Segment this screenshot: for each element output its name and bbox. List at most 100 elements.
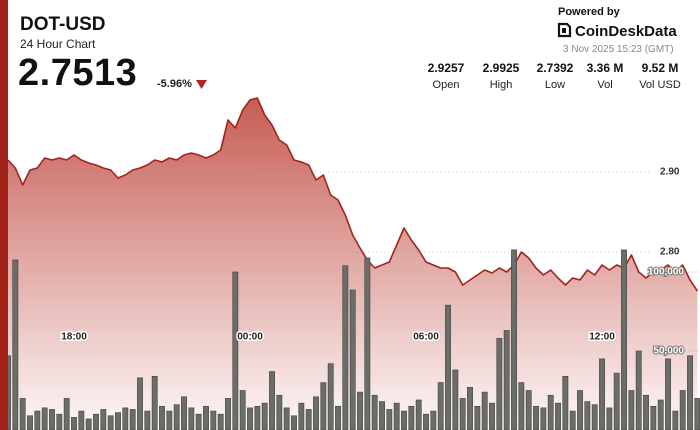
x-tick-label: 00:00 (237, 332, 263, 343)
volume-bar (71, 417, 77, 430)
y-tick-label: 2.80 (660, 247, 680, 258)
volume-bar (313, 396, 319, 430)
volume-bar (49, 409, 55, 430)
volume-bar (393, 402, 400, 430)
volume-bar (320, 382, 327, 430)
volume-bar (621, 249, 627, 430)
x-tick-label: 06:00 (413, 332, 439, 343)
stat-value: 3.36 M (586, 61, 624, 75)
volume-bar (496, 338, 503, 430)
brand-logo (557, 22, 572, 38)
price-change: -5.96% (157, 78, 192, 90)
volume-bar (423, 413, 429, 430)
y2-tick-label: 100,000 (648, 267, 685, 278)
current-price: 2.7513 (18, 52, 138, 94)
volume-bar (606, 407, 613, 430)
volume-bar (445, 304, 451, 430)
accent-strip (0, 0, 8, 430)
volume-bar (547, 394, 554, 430)
y2-tick-label: 50,000 (653, 346, 684, 357)
volume-bar (100, 409, 107, 430)
volume-bar (408, 405, 415, 430)
volume-bar (305, 409, 312, 430)
volume-bar (518, 382, 525, 430)
volume-bar (415, 399, 422, 430)
stat-label: Vol (597, 79, 613, 91)
volume-bar (93, 413, 99, 430)
stat-value: 9.52 M (641, 61, 679, 75)
volume-bar (63, 398, 70, 430)
volume-bar (41, 407, 48, 430)
powered-by: Powered by (558, 6, 620, 18)
volume-bar (430, 410, 437, 430)
volume-bar (357, 391, 363, 430)
stat-label: Open (432, 79, 460, 91)
volume-bar (144, 410, 151, 430)
stat-value: 2.9925 (482, 61, 520, 75)
volume-bar (584, 401, 591, 430)
volume-bar (85, 418, 92, 430)
volume-bar (599, 358, 605, 430)
down-arrow (196, 80, 207, 89)
volume-bar (276, 394, 283, 430)
volume-bar (679, 390, 686, 430)
volume-bar (657, 399, 664, 430)
y-tick-label: 2.90 (660, 167, 680, 178)
timestamp: 3 Nov 2025 15:23 (GMT) (563, 44, 674, 55)
volume-bar (291, 415, 297, 430)
volume-bar (371, 394, 378, 430)
volume-bar (122, 407, 129, 430)
volume-bar (525, 390, 532, 430)
volume-bar (474, 405, 481, 430)
volume-bar (687, 355, 693, 430)
stat: 2.7392 Low (525, 61, 585, 91)
volume-bar (107, 415, 114, 430)
volume-bar (19, 398, 26, 430)
volume-bar (569, 410, 576, 430)
volume-bar (166, 410, 173, 430)
stat-label: High (489, 79, 513, 91)
stat-label: Low (544, 79, 566, 91)
volume-bar (298, 402, 305, 430)
volume-bar (261, 402, 268, 430)
volume-bar (203, 405, 209, 430)
volume-bar (195, 413, 202, 430)
volume-bar (467, 387, 473, 430)
volume-bar (635, 350, 642, 430)
volume-bar (181, 396, 187, 430)
stat-value: 2.9257 (427, 61, 465, 75)
volume-bar (650, 405, 657, 430)
volume-bar (452, 369, 459, 430)
volume-bar (115, 412, 121, 430)
volume-bar (232, 271, 239, 430)
price-line (7, 97, 699, 292)
volume-bar (349, 289, 356, 430)
volume-bar (225, 398, 231, 430)
volume-bar (694, 398, 700, 430)
volume-bar (210, 410, 217, 430)
volume-bar (217, 413, 224, 430)
volume-bar (342, 265, 349, 430)
volume-bar (672, 410, 679, 430)
volume-bar (555, 402, 561, 430)
volume-bar (129, 409, 136, 430)
volume-bar (437, 382, 444, 430)
volume-bar (613, 372, 620, 430)
brand-name: CoinDeskData (575, 23, 677, 40)
price-area (8, 98, 698, 430)
volume-bar (283, 407, 290, 430)
stat: 2.9257 Open (416, 61, 476, 91)
stat: 2.9925 High (471, 61, 531, 91)
volume-bar (591, 404, 598, 430)
volume-bar (151, 375, 158, 430)
volume-bar (254, 405, 261, 430)
volume-bar (386, 409, 393, 430)
volume-bar (562, 375, 569, 430)
volume-bar (269, 371, 275, 430)
volume-bar (188, 407, 195, 430)
x-tick-label: 18:00 (61, 332, 87, 343)
volume-bar (27, 415, 33, 430)
chart-subtitle: 24 Hour Chart (20, 37, 96, 51)
